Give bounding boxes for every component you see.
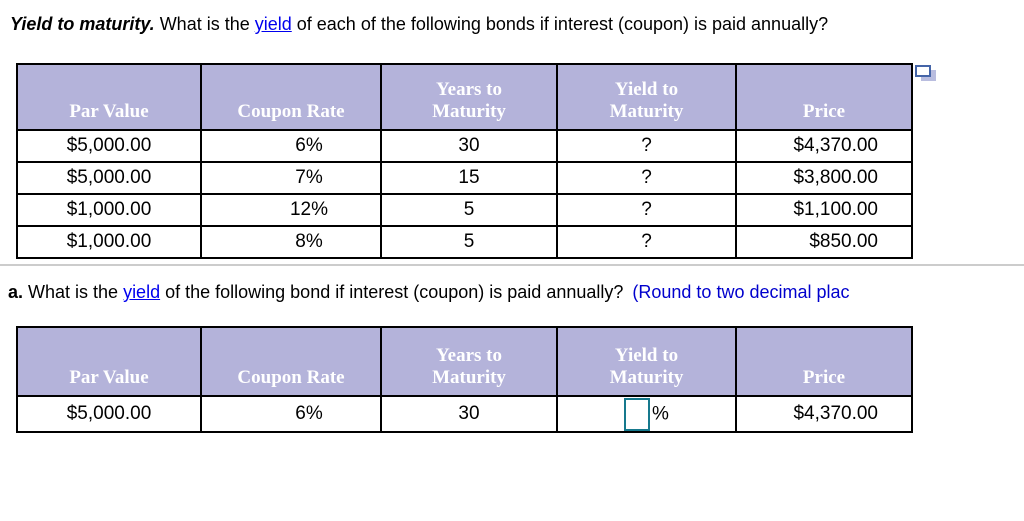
cell-yield-unknown: ? [556,225,737,259]
part-a-text-2: of the following bond if interest (coupo… [160,282,624,302]
bond-overview-table: Par Value Coupon Rate Years to Maturity Y… [16,63,913,259]
section-divider [0,264,1024,266]
table-header-row: Par Value Coupon Rate Years to Maturity Y… [16,63,913,131]
yield-glossary-link[interactable]: yield [123,282,161,302]
table-row: $1,000.00 8% 5 ? $850.00 [16,225,913,259]
cell-yield-unknown: ? [556,161,737,195]
cell-coupon-rate: 8% [200,225,382,259]
col-header-yield-to-maturity: Yield to Maturity [556,63,737,131]
col-header-coupon-rate: Coupon Rate [200,326,382,397]
question-title: Yield to maturity. [10,14,155,34]
intro-text-2: of each of the following bonds if intere… [291,14,829,34]
percent-sign: % [652,403,669,425]
col-header-par-value: Par Value [16,63,202,131]
cell-coupon-rate: 6% [200,129,382,163]
col-header-yield-to-maturity: Yield to Maturity [556,326,737,397]
table-row: $1,000.00 12% 5 ? $1,100.00 [16,193,913,227]
table-header-row: Par Value Coupon Rate Years to Maturity Y… [16,326,913,397]
table-row: $5,000.00 7% 15 ? $3,800.00 [16,161,913,195]
cell-price: $4,370.00 [735,129,913,163]
cell-price: $1,100.00 [735,193,913,227]
col-header-years-to-maturity: Years to Maturity [380,326,558,397]
yield-answer-input[interactable] [624,398,651,430]
cell-coupon-rate: 12% [200,193,382,227]
table-row: $5,000.00 6% 30 % $4,370.00 [16,395,913,433]
cell-yield-unknown: ? [556,129,737,163]
part-a-question: a. What is the yield of the following bo… [8,281,850,303]
rounding-instruction: (Round to two decimal plac [632,282,850,302]
cell-years-to-maturity: 30 [380,395,558,433]
col-header-price: Price [735,63,913,131]
cell-par-value: $1,000.00 [16,225,202,259]
part-a-text-1: What is the [23,282,124,302]
cell-coupon-rate: 6% [200,395,382,433]
cell-yield-unknown: ? [556,193,737,227]
cell-years-to-maturity: 5 [380,193,558,227]
table-row: $5,000.00 6% 30 ? $4,370.00 [16,129,913,163]
part-a-bond-table: Par Value Coupon Rate Years to Maturity Y… [16,326,913,433]
col-header-par-value: Par Value [16,326,202,397]
cell-price: $4,370.00 [735,395,913,433]
cell-par-value: $5,000.00 [16,129,202,163]
cell-coupon-rate: 7% [200,161,382,195]
popout-table-icon[interactable] [915,65,949,85]
cell-par-value: $5,000.00 [16,161,202,195]
question-intro: Yield to maturity. What is the yield of … [10,13,828,35]
yield-glossary-link[interactable]: yield [254,14,292,34]
cell-par-value: $5,000.00 [16,395,202,433]
cell-years-to-maturity: 15 [380,161,558,195]
popout-front-rect [915,65,931,77]
col-header-years-to-maturity: Years to Maturity [380,63,558,131]
cell-years-to-maturity: 30 [380,129,558,163]
cell-years-to-maturity: 5 [380,225,558,259]
cell-yield-answer: % [556,395,737,433]
col-header-price: Price [735,326,913,397]
part-a-label: a. [8,282,24,302]
cell-par-value: $1,000.00 [16,193,202,227]
col-header-coupon-rate: Coupon Rate [200,63,382,131]
intro-text-1: What is the [154,14,255,34]
cell-price: $850.00 [735,225,913,259]
cell-price: $3,800.00 [735,161,913,195]
